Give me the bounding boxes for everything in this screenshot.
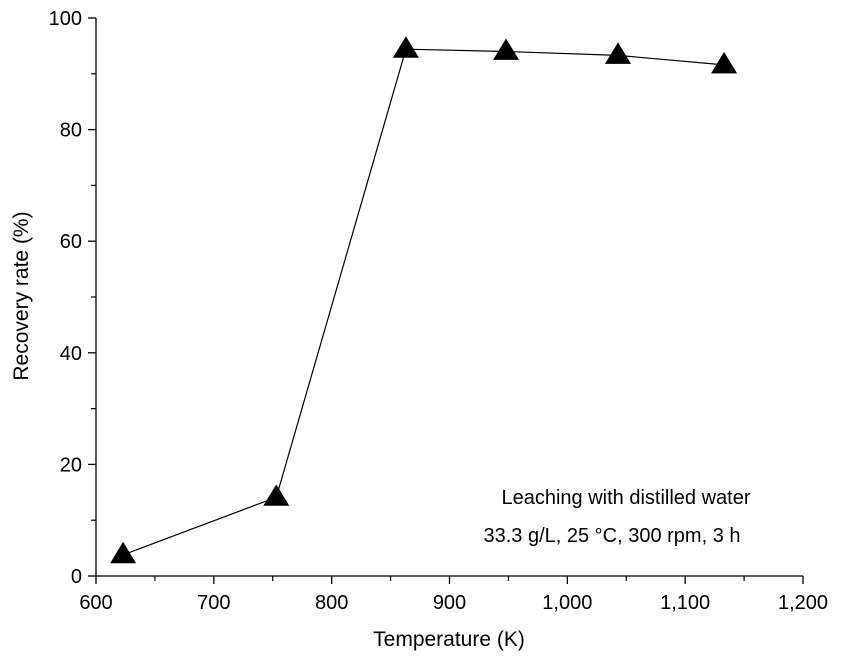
data-point-marker [392, 36, 419, 58]
y-tick-label: 100 [49, 8, 82, 30]
x-tick-label: 600 [79, 592, 112, 614]
series-polyline [122, 48, 725, 556]
data-point-marker [605, 42, 632, 64]
x-tick-label: 1,200 [778, 592, 828, 614]
y-tick-label: 0 [71, 566, 82, 588]
annotation-line-1: Leaching with distilled water [501, 487, 750, 509]
series-markers [110, 36, 738, 564]
y-tick-label: 40 [60, 343, 82, 365]
data-point-marker [711, 51, 738, 74]
x-tick-label: 900 [433, 592, 466, 614]
annotation-line-2: 33.3 g/L, 25 °C, 300 rpm, 3 h [483, 525, 740, 547]
x-tick-label: 1,100 [660, 592, 710, 614]
y-axis-label: Recovery rate (%) [10, 211, 33, 380]
x-axis-label: Temperature (K) [373, 628, 525, 651]
axes: 600 700 800 900 1,000 1,100 1,200 0 20 40 60 80 100 [49, 8, 828, 614]
x-tick-label: 800 [315, 592, 348, 614]
y-tick-label: 60 [60, 231, 82, 253]
data-point-marker [263, 484, 290, 506]
data-point-marker [493, 38, 520, 60]
x-tick-label: 1,000 [542, 592, 592, 614]
y-tick-label: 80 [60, 120, 82, 142]
y-tick-label: 20 [60, 454, 82, 476]
series-line [122, 48, 725, 556]
data-point-marker [110, 541, 137, 564]
x-tick-label: 700 [197, 592, 230, 614]
